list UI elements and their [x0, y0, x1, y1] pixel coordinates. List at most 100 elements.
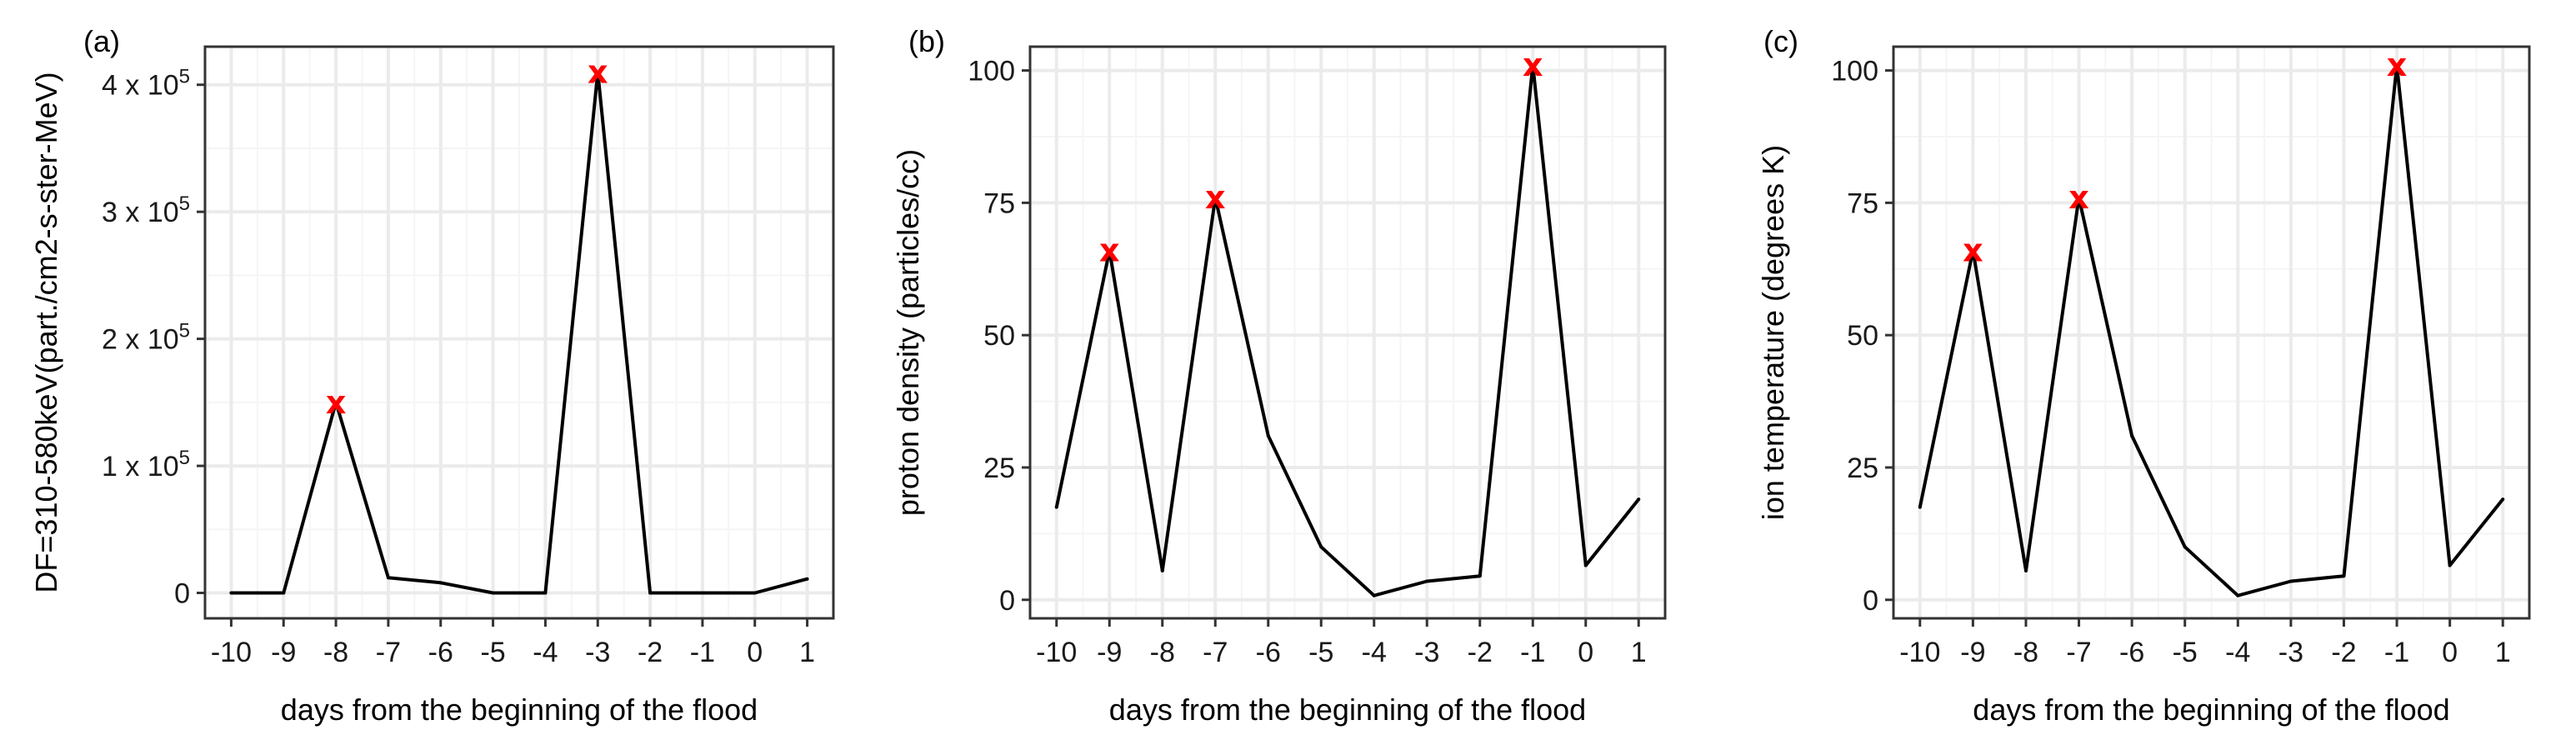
data-point	[2501, 498, 2505, 502]
x-tick-label: 0	[1578, 637, 1593, 668]
x-tick-label: -4	[1362, 637, 1387, 668]
data-point	[282, 591, 286, 595]
data-point	[1478, 574, 1482, 578]
panel-label: (b)	[908, 24, 945, 58]
x-axis-title: days from the beginning of the flood	[1109, 692, 1586, 727]
data-series-line	[1054, 63, 1640, 598]
y-tick-label: 0	[174, 578, 190, 610]
data-point	[1918, 505, 1922, 509]
y-tick-label: 4 x 105	[102, 66, 190, 102]
data-point	[438, 581, 443, 585]
y-tick-label: 0	[1863, 585, 1878, 617]
data-point	[596, 70, 600, 74]
x-tick-label: -10	[211, 637, 252, 668]
data-series-line	[1918, 63, 2504, 598]
y-tick-label: 50	[983, 320, 1015, 352]
data-point	[2395, 63, 2399, 68]
y-tick-label: 0	[999, 585, 1015, 617]
panel-border	[1892, 45, 2531, 620]
x-tick-label: -8	[1150, 637, 1175, 668]
x-tick-label: -1	[690, 637, 715, 668]
peak-marker: x	[2068, 179, 2089, 216]
y-tick-label: 100	[968, 56, 1015, 88]
data-point	[229, 591, 233, 595]
y-tick-label: 50	[1847, 320, 1878, 352]
data-point	[2448, 563, 2452, 568]
data-point	[1971, 248, 1975, 252]
x-tick-label: -3	[1414, 637, 1439, 668]
y-tick-label: 75	[983, 188, 1015, 219]
panel-b: xxx-10 -9 -8 -7 -6 -5 -4 -3 -2 -1 0 10255075100days…	[891, 24, 1667, 727]
y-tick-label: 25	[1847, 452, 1878, 484]
data-point	[2023, 568, 2028, 572]
data-point	[386, 576, 390, 580]
data-series-line	[231, 70, 808, 595]
y-axis-title: proton density (particles/cc)	[891, 149, 925, 516]
panel-label: (a)	[83, 24, 120, 58]
y-axis-title: ion temperature (degrees K)	[1756, 145, 1790, 520]
data-point	[1637, 498, 1641, 502]
panel-border	[203, 45, 835, 620]
data-point	[2288, 579, 2293, 583]
x-tick-label: -2	[2331, 637, 2356, 668]
data-point	[1266, 433, 1270, 438]
data-point	[1054, 505, 1058, 509]
y-tick-label: 100	[1831, 56, 1878, 88]
data-point	[2077, 196, 2081, 200]
peak-marker: x	[1205, 179, 1226, 216]
x-tick-label: 0	[2442, 637, 2458, 668]
x-tick-label: -8	[323, 637, 348, 668]
peak-marker: x	[1963, 232, 1983, 269]
data-point	[700, 591, 704, 595]
y-tick-label: 3 x 105	[102, 192, 190, 228]
peak-marker: x	[1099, 232, 1120, 269]
x-tick-label: -8	[2013, 637, 2038, 668]
panel-label: (c)	[1763, 24, 1798, 58]
peak-marker: x	[326, 384, 347, 421]
peak-marker: x	[2387, 47, 2408, 83]
panel-c: xxx-10 -9 -8 -7 -6 -5 -4 -3 -2 -1 0 10255075100days…	[1756, 24, 2531, 727]
data-point	[543, 591, 548, 595]
x-tick-label: -6	[428, 637, 453, 668]
x-tick-label: -3	[585, 637, 610, 668]
peak-marker: x	[588, 53, 608, 90]
data-point	[1213, 196, 1218, 200]
data-point	[2183, 545, 2187, 549]
x-axis-title: days from the beginning of the flood	[281, 692, 758, 727]
x-tick-label: -4	[2225, 637, 2250, 668]
data-point	[2130, 433, 2134, 438]
peak-marker: x	[1523, 47, 1543, 83]
x-tick-label: -7	[2066, 637, 2091, 668]
x-tick-label: 1	[1631, 637, 1647, 668]
x-tick-label: -1	[1520, 637, 1545, 668]
x-tick-label: -9	[1960, 637, 1985, 668]
data-point	[1319, 545, 1323, 549]
x-tick-label: -3	[2278, 637, 2303, 668]
x-tick-label: -5	[480, 637, 505, 668]
data-point	[1425, 579, 1429, 583]
y-tick-label: 25	[983, 452, 1015, 484]
data-point	[2342, 574, 2346, 578]
x-tick-label: -5	[1308, 637, 1333, 668]
x-tick-label: 1	[799, 637, 815, 668]
x-tick-label: -9	[271, 637, 296, 668]
x-tick-label: -7	[376, 637, 401, 668]
data-point	[648, 591, 653, 595]
y-tick-label: 75	[1847, 188, 1878, 219]
x-tick-label: -1	[2384, 637, 2409, 668]
data-point	[1108, 248, 1112, 252]
x-tick-label: -6	[1256, 637, 1281, 668]
data-point	[1160, 568, 1164, 572]
x-axis-title: days from the beginning of the flood	[1973, 692, 2449, 727]
x-tick-label: -2	[638, 637, 663, 668]
y-tick-label: 2 x 105	[102, 320, 190, 356]
y-axis-title: DF=310-580keV(part./cm2-s-ster-MeV)	[29, 72, 63, 592]
data-point	[2236, 593, 2240, 598]
x-tick-label: -5	[2173, 637, 2198, 668]
data-point	[805, 577, 809, 581]
x-tick-label: -4	[533, 637, 558, 668]
x-tick-label: -10	[1899, 637, 1940, 668]
x-tick-label: -2	[1468, 637, 1493, 668]
x-tick-label: -6	[2119, 637, 2144, 668]
